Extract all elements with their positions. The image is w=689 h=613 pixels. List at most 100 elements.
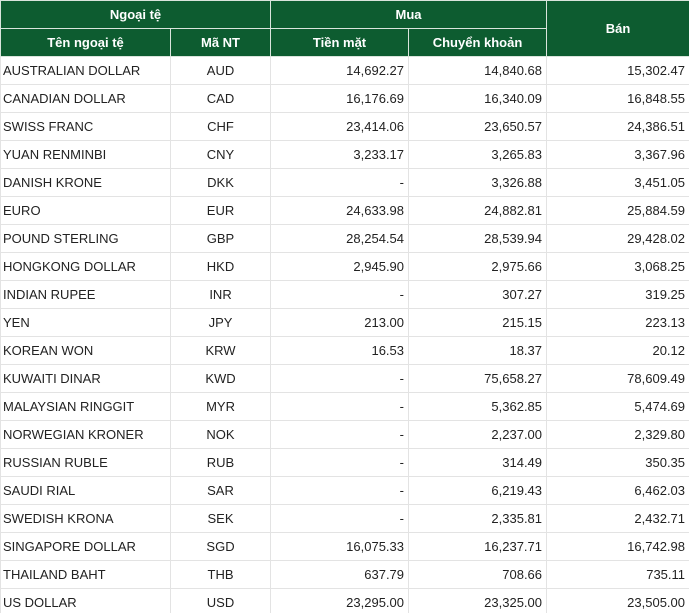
cell: SAR [169,476,272,505]
cell: NORWEGIAN KRONER [0,420,171,449]
cell: 2,237.00 [408,420,548,449]
cell: 735.11 [546,560,689,589]
cell: 2,432.71 [546,504,689,533]
cell: 16,176.69 [270,84,410,113]
cell: EUR [169,196,272,225]
cell: SINGAPORE DOLLAR [0,532,171,561]
cell: 3,265.83 [408,140,548,169]
cell: - [270,392,410,421]
cell: THB [169,560,272,589]
rate-row: SWEDISH KRONA SEK -2,335.81 2,432.71 [0,504,689,533]
rate-row: EURO EUR 24,633.98 24,882.81 25,884.59 [0,196,689,225]
cell: 23,325.00 [408,588,548,613]
cell: SAUDI RIAL [0,476,171,505]
cell: 5,474.69 [546,392,689,421]
cell: GBP [169,224,272,253]
cell: - [270,168,410,197]
cell: 3,233.17 [270,140,410,169]
cell: 14,840.68 [408,56,548,85]
cell: KUWAITI DINAR [0,364,171,393]
cell: - [270,280,410,309]
cell: MALAYSIAN RINGGIT [0,392,171,421]
cell: 16,237.71 [408,532,548,561]
header-cell: Mã NT [169,28,272,57]
cell: - [270,504,410,533]
cell: 213.00 [270,308,410,337]
cell: 14,692.27 [270,56,410,85]
cell: 2,335.81 [408,504,548,533]
rate-row: POUND STERLING GBP 28,254.54 28,539.94 29,42… [0,224,689,253]
rate-row: CANADIAN DOLLAR CAD 16,176.69 16,340.09 16,8… [0,84,689,113]
table-header: Ngoại tệ Mua Bán Tên ngoại tệ Mã NT Tiền… [0,0,689,57]
cell: RUSSIAN RUBLE [0,448,171,477]
cell: KRW [169,336,272,365]
cell: 5,362.85 [408,392,548,421]
cell: 2,945.90 [270,252,410,281]
rate-row: MALAYSIAN RINGGIT MYR -5,362.85 5,474.69 [0,392,689,421]
cell: 223.13 [546,308,689,337]
cell: YUAN RENMINBI [0,140,171,169]
cell: 78,609.49 [546,364,689,393]
cell: 16,075.33 [270,532,410,561]
cell: - [270,448,410,477]
cell: - [270,420,410,449]
rate-row: AUSTRALIAN DOLLAR AUD 14,692.27 14,840.68 15… [0,56,689,85]
cell: 28,539.94 [408,224,548,253]
cell: AUD [169,56,272,85]
cell: 3,326.88 [408,168,548,197]
rate-row: DANISH KRONE DKK -3,326.88 3,451.05 [0,168,689,197]
cell: 15,302.47 [546,56,689,85]
cell: 3,068.25 [546,252,689,281]
cell: 215.15 [408,308,548,337]
cell: USD [169,588,272,613]
cell: 350.35 [546,448,689,477]
cell: INR [169,280,272,309]
cell: 319.25 [546,280,689,309]
header-cell: Bán [546,0,689,57]
rate-row: THAILAND BAHT THB 637.79 708.66 735.11 [0,560,689,589]
cell: YEN [0,308,171,337]
cell: 16,340.09 [408,84,548,113]
table-body: AUSTRALIAN DOLLAR AUD 14,692.27 14,840.68 15… [0,56,689,613]
cell: 6,462.03 [546,476,689,505]
cell: DKK [169,168,272,197]
cell: SWEDISH KRONA [0,504,171,533]
cell: 637.79 [270,560,410,589]
cell: 24,386.51 [546,112,689,141]
header-cell: Ngoại tệ [0,0,272,29]
cell: KOREAN WON [0,336,171,365]
rate-row: SWISS FRANC CHF 23,414.06 23,650.57 24,386.5… [0,112,689,141]
cell: HONGKONG DOLLAR [0,252,171,281]
cell: 23,650.57 [408,112,548,141]
cell: - [270,364,410,393]
cell: 16,848.55 [546,84,689,113]
cell: US DOLLAR [0,588,171,613]
cell: AUSTRALIAN DOLLAR [0,56,171,85]
cell: - [270,476,410,505]
rate-row: HONGKONG DOLLAR HKD 2,945.90 2,975.66 3,068.… [0,252,689,281]
header-cell: Mua [270,0,548,29]
cell: CHF [169,112,272,141]
rate-row: YUAN RENMINBI CNY 3,233.17 3,265.83 3,367.96 [0,140,689,169]
cell: DANISH KRONE [0,168,171,197]
cell: 23,295.00 [270,588,410,613]
rate-row: KOREAN WON KRW 16.53 18.37 20.12 [0,336,689,365]
cell: SWISS FRANC [0,112,171,141]
cell: 25,884.59 [546,196,689,225]
cell: CNY [169,140,272,169]
header-cell: Tiền mặt [270,28,410,57]
cell: NOK [169,420,272,449]
cell: 307.27 [408,280,548,309]
cell: 75,658.27 [408,364,548,393]
cell: 23,414.06 [270,112,410,141]
cell: INDIAN RUPEE [0,280,171,309]
cell: THAILAND BAHT [0,560,171,589]
cell: 18.37 [408,336,548,365]
cell: MYR [169,392,272,421]
rate-row: RUSSIAN RUBLE RUB -314.49 350.35 [0,448,689,477]
cell: 16,742.98 [546,532,689,561]
rate-row: INDIAN RUPEE INR -307.27 319.25 [0,280,689,309]
cell: POUND STERLING [0,224,171,253]
